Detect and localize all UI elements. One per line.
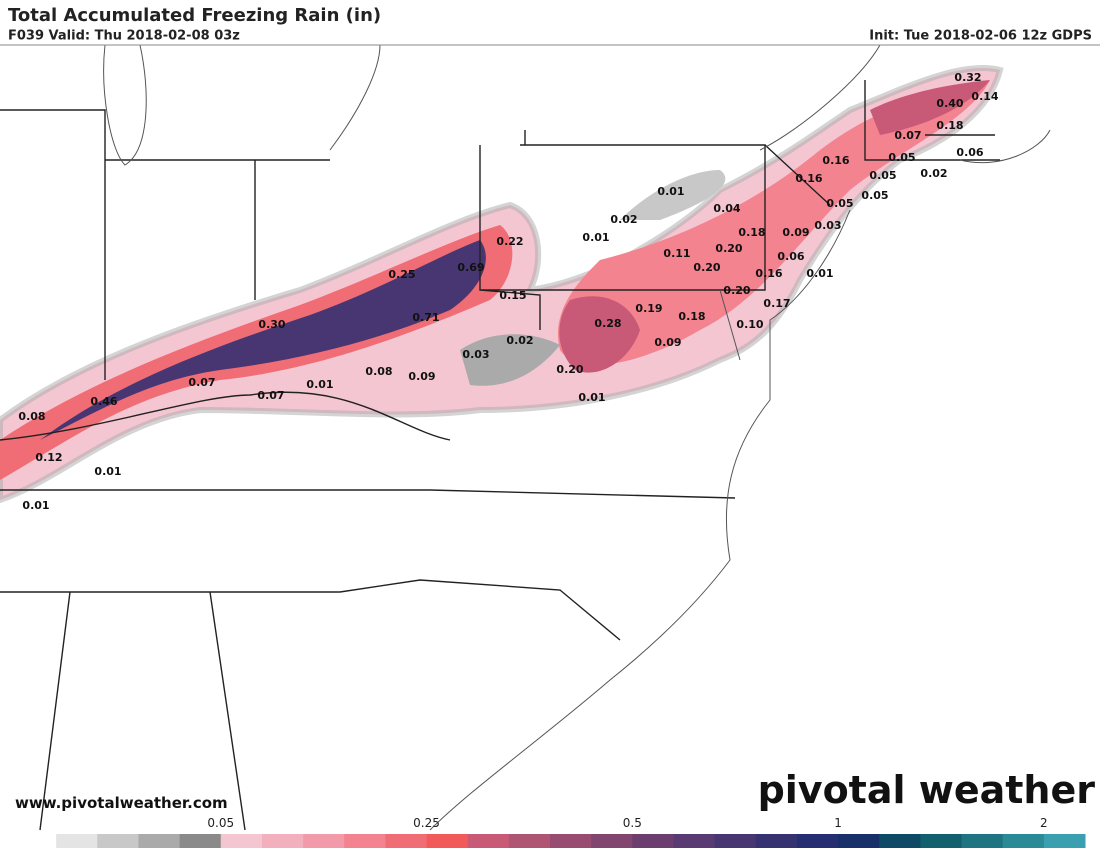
logo: pivotal weather: [758, 768, 1096, 812]
map-value-label: 0.28: [594, 317, 621, 330]
valid-time: F039 Valid: Thu 2018-02-08 03z: [8, 29, 240, 44]
map-value-label: 0.07: [188, 376, 215, 389]
colorbar-swatch: [920, 834, 963, 848]
colorbar-swatch: [714, 834, 757, 848]
map-value-label: 0.01: [582, 231, 609, 244]
map-value-label: 0.06: [777, 250, 804, 263]
init-time: Init: Tue 2018-02-06 12z GDPS: [869, 29, 1092, 44]
colorbar-swatch: [632, 834, 674, 848]
map-value-label: 0.02: [920, 167, 947, 180]
colorbar-swatch: [15, 834, 57, 848]
colorbar-swatch: [467, 834, 510, 848]
map-value-label: 0.05: [861, 189, 888, 202]
map-area: [0, 45, 1100, 828]
colorbar-tick-label: 1: [834, 816, 842, 830]
colorbar-swatch: [303, 834, 345, 848]
map-value-label: 0.08: [18, 410, 45, 423]
colorbar-swatch: [1043, 834, 1086, 848]
colorbar-swatch: [56, 834, 98, 848]
colorbar-swatch: [879, 834, 921, 848]
map-value-label: 0.25: [388, 268, 415, 281]
title: Total Accumulated Freezing Rain (in): [8, 5, 381, 26]
map-value-label: 0.10: [736, 318, 763, 331]
colorbar-swatch: [961, 834, 1004, 848]
colorbar-swatch: [838, 834, 880, 848]
colorbar-swatch: [344, 834, 386, 848]
map-value-label: 0.01: [22, 499, 49, 512]
map-value-label: 0.07: [257, 389, 284, 402]
map-value-label: 0.03: [814, 219, 841, 232]
map-value-label: 0.09: [782, 226, 809, 239]
map-value-label: 0.16: [795, 172, 822, 185]
map-value-label: 0.07: [894, 129, 921, 142]
colorbar-swatch: [220, 834, 263, 848]
map-value-label: 0.08: [365, 365, 392, 378]
colorbar-swatch: [591, 834, 633, 848]
map-value-label: 0.03: [462, 348, 489, 361]
map-value-label: 0.09: [654, 336, 681, 349]
colorbar-swatch: [426, 834, 469, 848]
map-value-label: 0.04: [713, 202, 740, 215]
map-value-label: 0.32: [954, 71, 981, 84]
map-value-label: 0.06: [956, 146, 983, 159]
map-value-label: 0.18: [738, 226, 765, 239]
map-value-label: 0.16: [755, 267, 782, 280]
map-value-label: 0.05: [826, 197, 853, 210]
colorbar-swatch: [385, 834, 428, 848]
map-value-label: 0.20: [723, 284, 750, 297]
map-value-label: 0.46: [90, 395, 117, 408]
map-value-label: 0.01: [806, 267, 833, 280]
colorbar-tick-label: 0.25: [413, 816, 440, 830]
map-value-label: 0.20: [715, 242, 742, 255]
colorbar-swatch: [179, 834, 222, 848]
colorbar-swatch: [1002, 834, 1045, 848]
colorbar: 0.05 0.25 0.5 1 2: [15, 816, 1086, 848]
boundaries: [0, 44, 1051, 831]
colorbar-tick-label: 0.5: [623, 816, 642, 830]
map-value-label: 0.05: [888, 151, 915, 164]
map-value-label: 0.01: [94, 465, 121, 478]
site-url: www.pivotalweather.com: [15, 794, 228, 812]
map-labels: 0.320.400.140.180.070.05 0.060.160.16 0.05…: [18, 71, 998, 512]
map-value-label: 0.17: [763, 297, 790, 310]
colorbar-swatch: [550, 834, 592, 848]
colorbar-swatch: [261, 834, 304, 848]
colorbar-swatch: [755, 834, 798, 848]
map-value-label: 0.15: [499, 289, 526, 302]
colorbar-swatch: [508, 834, 551, 848]
map-value-label: 0.22: [496, 235, 523, 248]
map-value-label: 0.40: [936, 97, 963, 110]
colorbar-swatch: [97, 834, 139, 848]
map-value-label: 0.16: [822, 154, 849, 167]
map-value-label: 0.12: [35, 451, 62, 464]
colorbar-swatch: [796, 834, 839, 848]
map-value-label: 0.20: [556, 363, 583, 376]
map-value-label: 0.14: [971, 90, 998, 103]
map-value-label: 0.18: [678, 310, 705, 323]
map-value-label: 0.02: [610, 213, 637, 226]
map-value-label: 0.11: [663, 247, 690, 260]
map-value-label: 0.71: [412, 311, 439, 324]
map-value-label: 0.20: [693, 261, 720, 274]
colorbar-swatch: [138, 834, 181, 848]
map-value-label: 0.09: [408, 370, 435, 383]
map-value-label: 0.69: [457, 261, 484, 274]
map-value-label: 0.01: [578, 391, 605, 404]
map-value-label: 0.01: [306, 378, 333, 391]
colorbar-swatch: [673, 834, 716, 848]
map-value-label: 0.05: [869, 169, 896, 182]
precip-bands: [0, 65, 1004, 504]
colorbar-tick-label: 2: [1040, 816, 1048, 830]
map-value-label: 0.30: [258, 318, 285, 331]
map-value-label: 0.02: [506, 334, 533, 347]
map-value-label: 0.01: [657, 185, 684, 198]
colorbar-tick-label: 0.05: [207, 816, 234, 830]
header-bg: [0, 0, 1100, 45]
map-value-label: 0.18: [936, 119, 963, 132]
map-value-label: 0.19: [635, 302, 662, 315]
